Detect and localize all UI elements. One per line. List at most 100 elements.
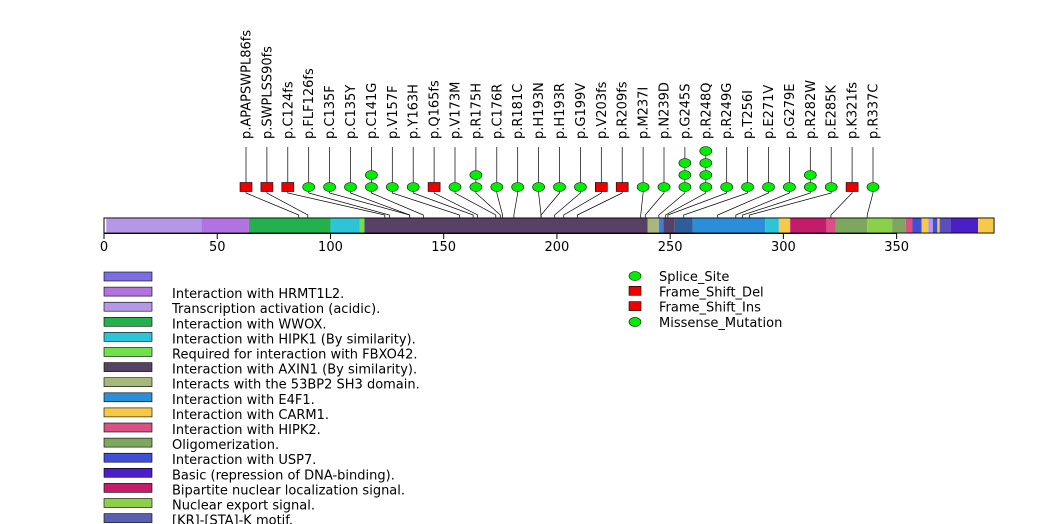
mutation-stem-9 — [433, 147, 479, 218]
domain-legend-label-2: Transcription activation (acidic). — [171, 302, 380, 317]
mutation-legend-label-3: Missense_Mutation — [659, 316, 782, 331]
mutation-label-18: p.R209fs — [616, 81, 631, 139]
mutation-label-0: p.APAPSWPL86fs — [240, 30, 255, 139]
domain-segment-18 — [905, 218, 913, 233]
mutation-marker-9-0 — [427, 182, 441, 192]
domain-legend-label-9: Interaction with CARM1. — [172, 408, 329, 423]
domain-segment-15 — [835, 218, 868, 233]
mutation-marker-0-0 — [239, 182, 253, 192]
domain-segment-26 — [978, 218, 994, 233]
mutation-marker-28-0 — [824, 182, 838, 192]
domain-legend-label-15: Nuclear export signal. — [172, 499, 315, 514]
domain-legend-swatch-16 — [103, 513, 153, 523]
mutation-marker-23-0 — [720, 182, 734, 192]
mutation-stem-12 — [496, 147, 503, 218]
domain-legend-label-1: Interaction with HRMT1L2. — [172, 287, 344, 302]
domain-segment-12 — [778, 218, 791, 233]
mutation-marker-7-0 — [385, 182, 399, 192]
domain-legend-label-5: Required for interaction with FBXO42. — [172, 348, 418, 363]
mutation-label-23: p.R249G — [720, 83, 735, 139]
domain-segment-11 — [765, 218, 779, 233]
mutation-stem-20 — [644, 147, 665, 218]
mutation-label-16: p.G199V — [574, 83, 589, 139]
mutation-marker-24-0 — [741, 182, 754, 192]
mutation-label-22: p.R248Q — [699, 83, 714, 139]
domain-segment-7 — [658, 218, 664, 233]
mutation-marker-3-0 — [302, 182, 316, 192]
mutation-label-27: p.R282W — [804, 80, 819, 139]
domain-legend-label-8: Interaction with E4F1. — [172, 393, 315, 408]
domain-segment-16 — [867, 218, 893, 233]
mutation-marker-11-1 — [469, 170, 483, 180]
mutation-marker-16-0 — [574, 182, 587, 192]
x-tick-label-350: 350 — [884, 240, 909, 255]
mutation-legend-swatch-0 — [628, 271, 642, 281]
mutation-marker-29-0 — [845, 182, 859, 192]
mutation-stem-13 — [513, 147, 519, 218]
mutation-stem-30 — [866, 147, 874, 218]
domain-segment-13 — [790, 218, 827, 233]
domain-legend-swatch-6 — [103, 362, 153, 372]
mutation-marker-6-1 — [365, 170, 378, 180]
mutation-label-4: p.C135F — [323, 85, 338, 139]
mutation-marker-22-3 — [699, 146, 713, 156]
mutation-label-3: p.FLF126fs — [302, 68, 317, 139]
mutation-stem-19 — [640, 147, 644, 218]
mutation-marker-19-0 — [636, 182, 650, 192]
mutation-marker-26-0 — [783, 182, 796, 192]
domain-segment-14 — [826, 218, 836, 233]
domain-legend-label-16: [KR]-[STA]-K motif. — [172, 514, 293, 524]
mutation-label-9: p.Q165fs — [428, 80, 443, 139]
domain-legend-swatch-15 — [103, 498, 153, 508]
mutation-stem-18 — [576, 147, 623, 218]
domain-segment-25 — [950, 218, 979, 233]
domain-segment-20 — [921, 218, 929, 233]
domain-legend-swatch-10 — [103, 422, 153, 433]
mutation-marker-27-1 — [803, 170, 817, 180]
mutation-stem-24 — [683, 147, 748, 218]
mutation-marker-10-0 — [448, 182, 462, 192]
domain-segment-8 — [663, 218, 675, 233]
mutation-marker-25-0 — [762, 182, 775, 192]
domain-segment-0 — [106, 218, 202, 233]
domain-legend-swatch-14 — [103, 483, 153, 493]
domain-legend-swatch-13 — [103, 467, 153, 478]
domain-segment-9 — [674, 218, 693, 233]
domain-legend-swatch-2 — [103, 301, 153, 312]
mutation-stem-2 — [287, 147, 386, 218]
mutation-stem-8 — [412, 147, 474, 218]
mutation-stem-23 — [667, 147, 728, 218]
mutation-legend-swatch-2 — [628, 301, 642, 311]
mutation-label-29: p.K321fs — [846, 82, 861, 139]
mutation-stem-5 — [350, 147, 411, 218]
mutation-legend-label-2: Frame_Shift_Ins — [659, 301, 761, 316]
mutation-label-6: p.C141G — [365, 83, 380, 139]
mutation-label-1: p.SWPLSS90fs — [260, 46, 275, 139]
mutation-stem-15 — [540, 147, 560, 218]
mutation-legend-label-1: Frame_Shift_Del — [659, 285, 764, 300]
mutation-marker-15-0 — [553, 182, 566, 192]
mutation-label-24: p.T256I — [741, 90, 756, 139]
mutation-marker-2-0 — [281, 182, 295, 192]
mutation-stem-21 — [658, 147, 686, 218]
mutation-marker-14-0 — [532, 182, 545, 192]
mutation-stem-6 — [371, 147, 424, 218]
mutation-stem-1 — [266, 147, 309, 218]
domain-legend-swatch-4 — [103, 332, 153, 342]
mutation-marker-27-0 — [803, 182, 817, 192]
mutation-label-11: p.R175H — [469, 83, 484, 139]
mutation-label-19: p.M237I — [637, 87, 652, 139]
mutation-label-2: p.C124fs — [281, 81, 296, 139]
mutation-stem-16 — [554, 147, 581, 218]
mutation-marker-8-0 — [406, 182, 420, 192]
domain-legend-label-10: Interaction with HIPK2. — [172, 423, 321, 438]
domain-segment-4 — [359, 218, 365, 233]
mutation-marker-11-0 — [469, 182, 483, 192]
mutation-marker-1-0 — [260, 182, 274, 192]
mutation-stem-28 — [749, 147, 832, 218]
domain-legend-label-7: Interacts with the 53BP2 SH3 domain. — [172, 378, 420, 393]
mutation-stem-11 — [475, 147, 501, 218]
mutation-label-30: p.R337C — [867, 84, 882, 139]
domain-legend-swatch-1 — [103, 286, 153, 297]
domain-legend-label-4: Interaction with HIPK1 (By similarity). — [172, 332, 416, 347]
